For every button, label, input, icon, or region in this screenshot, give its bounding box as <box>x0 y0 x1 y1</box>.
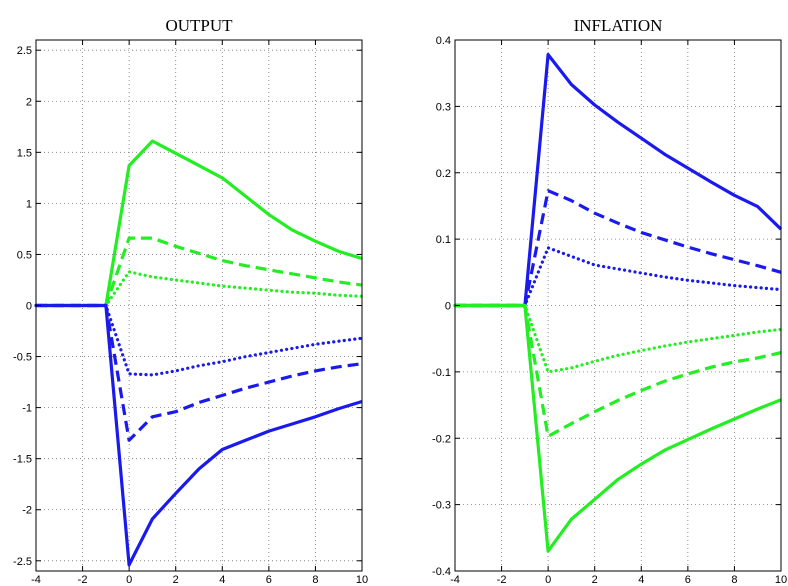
y-tick-label: 0 <box>445 301 451 313</box>
chart-title: OUTPUT <box>165 16 233 35</box>
y-tick-label: -2.5 <box>13 556 32 568</box>
y-tick-label: 0.4 <box>436 35 451 47</box>
x-tick-label: -4 <box>31 574 41 586</box>
y-tick-label: -0.4 <box>432 566 451 578</box>
x-tick-label: -2 <box>78 574 88 586</box>
y-tick-label: 1.5 <box>17 147 32 159</box>
series-line-blue-solid <box>36 303 363 567</box>
x-tick-label: 6 <box>685 574 691 586</box>
y-tick-label: 2.5 <box>17 45 32 57</box>
x-tick-label: 4 <box>638 574 644 586</box>
x-tick-label: 0 <box>126 574 132 586</box>
chart-panel-1: OUTPUT -4 -2 0 2 4 6 8 10 -2.5 -2 -1.5 -1 -0.5 0 0.5 1 1.… <box>13 16 368 586</box>
x-tick-label: -4 <box>450 574 460 586</box>
y-tick-label: 0.5 <box>17 249 32 261</box>
y-tick-label: 0 <box>26 301 32 313</box>
y-tick-label: -0.2 <box>432 433 451 445</box>
y-tick-label: -0.1 <box>432 367 451 379</box>
y-tick-label: 0.1 <box>436 234 451 246</box>
x-tick-label: 6 <box>266 574 272 586</box>
y-tick-label: 1 <box>26 198 32 210</box>
y-tick-label: -0.5 <box>13 352 32 364</box>
x-tick-label: 8 <box>731 574 737 586</box>
y-tick-label: 0.2 <box>436 168 451 180</box>
chart-title: INFLATION <box>574 16 663 35</box>
series-line-green-solid <box>455 303 782 553</box>
x-tick-label: 0 <box>545 574 551 586</box>
y-tick-label: -2 <box>22 505 32 517</box>
x-tick-label: 10 <box>775 574 787 586</box>
x-tick-label: 2 <box>173 574 179 586</box>
x-tick-label: 2 <box>592 574 598 586</box>
y-tick-label: 2 <box>26 96 32 108</box>
y-tick-label: -0.3 <box>432 500 451 512</box>
y-tick-label: 0.3 <box>436 101 451 113</box>
y-tick-label: -1 <box>22 403 32 415</box>
x-tick-label: -2 <box>497 574 507 586</box>
x-tick-label: 10 <box>356 574 368 586</box>
x-tick-label: 8 <box>312 574 318 586</box>
chart-panel-2: INFLATION -4 -2 0 2 4 6 8 10 -0.4 -0.3 -0.2 -0.1 0 0.1… <box>432 16 787 586</box>
y-tick-label: -1.5 <box>13 454 32 466</box>
x-tick-label: 4 <box>219 574 225 586</box>
